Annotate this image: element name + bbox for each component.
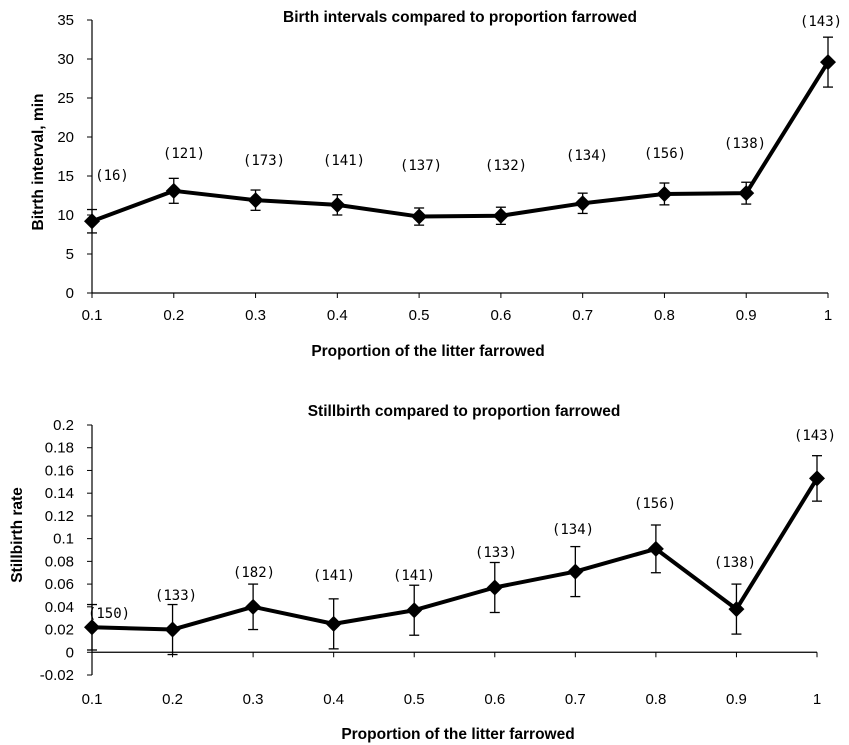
x-tick-label: 0.7: [572, 307, 593, 324]
data-label: (141): [393, 568, 435, 584]
x-tick-label: 0.1: [82, 691, 103, 708]
x-tick-label: 0.9: [726, 691, 747, 708]
chart-title: Stillbirth compared to proportion farrow…: [308, 403, 621, 420]
data-label: (173): [243, 153, 285, 169]
x-tick-label: 1: [813, 691, 821, 708]
y-tick-label: 0.08: [45, 553, 74, 570]
data-label: (132): [485, 158, 527, 174]
x-tick-label: 0.6: [484, 691, 505, 708]
y-tick-label: -0.02: [40, 667, 74, 684]
data-point: [329, 196, 346, 213]
y-tick-label: 0.06: [45, 576, 74, 593]
data-label: (143): [800, 14, 842, 30]
birth-interval-chart: Birth intervals compared to proportion f…: [30, 9, 842, 360]
x-tick-label: 0.4: [327, 307, 348, 324]
data-label: (182): [233, 565, 275, 581]
x-tick-label: 0.2: [162, 691, 183, 708]
data-label: (121): [163, 146, 205, 162]
x-tick-label: 0.3: [243, 691, 264, 708]
data-point: [325, 615, 342, 632]
y-tick-label: 0.2: [53, 417, 74, 434]
y-tick-label: 35: [57, 12, 74, 29]
series-line: [91, 61, 830, 224]
x-tick-label: 0.2: [163, 307, 184, 324]
y-tick-label: 10: [57, 207, 74, 224]
data-point: [656, 185, 673, 202]
data-label: (134): [566, 148, 608, 164]
y-tick-label: 0.02: [45, 622, 74, 639]
data-label: (137): [400, 158, 442, 174]
y-tick-label: 15: [57, 168, 74, 185]
y-tick-label: 25: [57, 90, 74, 107]
y-tick-label: 0.04: [45, 599, 74, 616]
data-point: [164, 621, 181, 638]
x-tick-label: 0.8: [654, 307, 675, 324]
y-tick-label: 0: [66, 285, 74, 302]
data-point: [165, 182, 182, 199]
data-point: [245, 598, 262, 615]
stillbirth-chart: Stillbirth compared to proportion farrow…: [9, 403, 836, 743]
data-point: [728, 601, 745, 618]
y-tick-label: 0.16: [45, 462, 74, 479]
x-tick-label: 0.8: [645, 691, 666, 708]
data-label: (141): [313, 568, 355, 584]
x-tick-label: 0.4: [323, 691, 344, 708]
series-line: [91, 477, 819, 632]
data-point: [411, 208, 428, 225]
data-label: (138): [714, 555, 756, 571]
x-tick-label: 0.5: [404, 691, 425, 708]
data-point: [574, 195, 591, 212]
data-point: [247, 192, 264, 209]
data-point: [820, 54, 836, 71]
data-label: (134): [552, 522, 594, 538]
y-tick-label: 30: [57, 51, 74, 68]
data-point: [84, 213, 100, 230]
x-tick-label: 0.7: [565, 691, 586, 708]
data-label: (138): [724, 136, 766, 152]
x-axis-title: Proportion of the litter farrowed: [341, 726, 574, 743]
x-tick-label: 0.1: [82, 307, 103, 324]
y-tick-label: 0.1: [53, 531, 74, 548]
data-point: [84, 619, 100, 636]
data-label: (156): [644, 146, 686, 162]
y-tick-label: 20: [57, 129, 74, 146]
data-label: (133): [475, 545, 517, 561]
data-label: (133): [155, 588, 197, 604]
x-tick-label: 0.3: [245, 307, 266, 324]
data-label: (143): [794, 428, 836, 444]
data-point: [809, 470, 825, 487]
x-tick-label: 0.9: [736, 307, 757, 324]
y-tick-label: 5: [66, 246, 74, 263]
data-point: [486, 579, 503, 596]
x-tick-label: 1: [824, 307, 832, 324]
y-axis-title: Bitrth interval, min: [30, 94, 47, 231]
data-point: [567, 563, 584, 580]
y-tick-label: 0.18: [45, 440, 74, 457]
data-label: (150): [88, 606, 130, 622]
y-tick-label: 0.14: [45, 485, 74, 502]
x-axis-title: Proportion of the litter farrowed: [311, 343, 544, 360]
x-tick-label: 0.5: [409, 307, 430, 324]
data-label: (141): [323, 153, 365, 169]
data-point: [406, 602, 423, 619]
data-label: (156): [634, 496, 676, 512]
data-point: [492, 207, 509, 224]
y-tick-label: 0.12: [45, 508, 74, 525]
data-label: (16): [95, 168, 129, 184]
chart-title: Birth intervals compared to proportion f…: [283, 9, 637, 26]
y-tick-label: 0: [66, 644, 74, 661]
y-axis-title: Stillbirth rate: [9, 487, 26, 583]
x-tick-label: 0.6: [490, 307, 511, 324]
data-point: [647, 540, 664, 557]
data-point: [738, 185, 755, 202]
